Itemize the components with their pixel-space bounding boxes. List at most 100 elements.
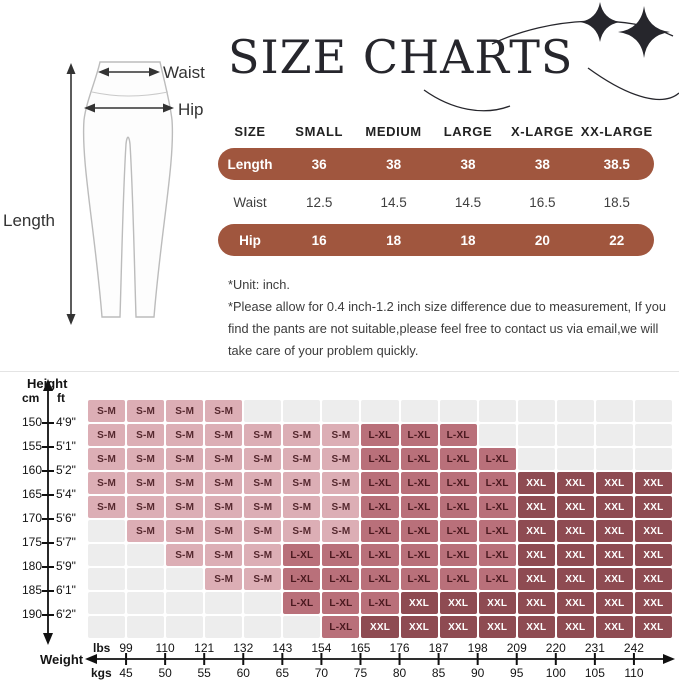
grid-cell-xxl: XXL <box>556 568 594 590</box>
grid-cell-s-m: S-M <box>166 472 204 494</box>
grid-cell-empty <box>283 616 321 638</box>
grid-cell-s-m: S-M <box>322 472 360 494</box>
grid-cell-s-m: S-M <box>88 448 126 470</box>
weight-unit-lbs: lbs <box>93 641 111 655</box>
grid-cell-l-xl: L-XL <box>322 592 360 614</box>
grid-cell-l-xl: L-XL <box>361 424 399 446</box>
grid-cell-empty <box>517 448 555 470</box>
grid-cell-empty <box>556 448 594 470</box>
weight-lbs-label: 110 <box>155 641 175 655</box>
grid-cell-xxl: XXL <box>517 520 555 542</box>
grid-cell-l-xl: L-XL <box>400 544 438 566</box>
height-cm-label: 165 <box>21 487 42 501</box>
height-ft-label: 5'2" <box>56 463 76 477</box>
grid-cell-l-xl: L-XL <box>439 472 477 494</box>
grid-cell-empty <box>88 568 126 590</box>
grid-cell-l-xl: L-XL <box>478 496 516 518</box>
grid-cell-s-m: S-M <box>205 400 243 422</box>
weight-lbs-label: 165 <box>350 641 371 655</box>
grid-cell-s-m: S-M <box>166 544 204 566</box>
weight-lbs-label: 176 <box>389 641 410 655</box>
row-label: Hip <box>239 232 261 248</box>
grid-cell-l-xl: L-XL <box>322 616 360 638</box>
height-cm-label: 185 <box>21 583 42 597</box>
grid-cell-empty <box>556 400 594 422</box>
grid-cell-l-xl: L-XL <box>361 472 399 494</box>
grid-cell-s-m: S-M <box>283 424 321 446</box>
grid-cell-l-xl: L-XL <box>439 448 477 470</box>
grid-cell-xxl: XXL <box>556 520 594 542</box>
grid-cell-s-m: S-M <box>322 424 360 446</box>
grid-cell-xxl: XXL <box>634 496 672 518</box>
weight-lbs-label: 231 <box>584 641 605 655</box>
grid-cell-xxl: XXL <box>634 520 672 542</box>
size-value: 16 <box>311 232 327 248</box>
grid-cell-empty <box>166 616 204 638</box>
grid-cell-xxl: XXL <box>595 520 633 542</box>
weight-axis-title: Weight <box>40 652 84 667</box>
weight-kgs-label: 70 <box>314 666 329 680</box>
size-value: 20 <box>534 232 550 248</box>
height-ft-label: 6'2" <box>56 607 76 621</box>
grid-cell-s-m: S-M <box>166 400 204 422</box>
notes: *Unit: inch. *Please allow for 0.4 inch-… <box>228 274 675 362</box>
grid-cell-s-m: S-M <box>88 400 126 422</box>
grid-cell-s-m: S-M <box>205 520 243 542</box>
row-label: Waist <box>233 194 267 210</box>
grid-cell-s-m: S-M <box>88 424 126 446</box>
chart-axes <box>42 379 675 665</box>
grid-cell-l-xl: L-XL <box>283 568 321 590</box>
grid-cell-s-m: S-M <box>166 520 204 542</box>
grid-cell-l-xl: L-XL <box>361 520 399 542</box>
height-ft-label: 5'7" <box>56 535 76 549</box>
grid-cell-empty <box>244 592 282 614</box>
grid-cell-s-m: S-M <box>322 520 360 542</box>
grid-cell-xxl: XXL <box>595 592 633 614</box>
grid-cell-l-xl: L-XL <box>439 568 477 590</box>
height-axis-arrow-up <box>43 379 53 391</box>
hip-arrow <box>84 103 174 113</box>
top-section: Waist Hip Length SIZE CHARTS SIZE SMALL ME… <box>3 2 679 362</box>
weight-lbs-label: 187 <box>428 641 449 655</box>
section-divider <box>0 371 679 372</box>
height-unit-ft: ft <box>57 391 65 405</box>
size-table-row: Hip 16 18 18 20 22 <box>218 224 654 256</box>
weight-lbs-label: 198 <box>467 641 488 655</box>
grid-cell-xxl: XXL <box>595 496 633 518</box>
weight-kgs-label: 90 <box>470 666 485 680</box>
weight-lbs-label: 99 <box>119 641 133 655</box>
grid-cell-empty <box>361 400 399 422</box>
height-cm-label: 150 <box>21 415 42 429</box>
leggings-outline-icon <box>82 61 174 318</box>
size-table-row: Length 36 38 38 38 38.5 <box>218 148 654 180</box>
grid-cell-empty <box>88 520 126 542</box>
grid-cell-xxl: XXL <box>556 592 594 614</box>
weight-kgs-label: 105 <box>584 666 605 680</box>
grid-cell-xxl: XXL <box>517 496 555 518</box>
weight-lbs-label: 121 <box>194 641 215 655</box>
size-value: 38 <box>386 156 402 172</box>
grid-cell-s-m: S-M <box>322 448 360 470</box>
grid-cell-xxl: XXL <box>361 616 399 638</box>
weight-kgs-label: 100 <box>545 666 566 680</box>
waist-arrow <box>98 67 160 77</box>
grid-cell-l-xl: L-XL <box>400 496 438 518</box>
height-axis-arrow-down <box>43 633 53 645</box>
height-cm-label: 180 <box>21 559 42 573</box>
height-ft-label: 4'9" <box>56 415 76 429</box>
grid-cell-empty <box>205 592 243 614</box>
weight-kgs-label: 50 <box>158 666 172 680</box>
swoosh-right <box>587 67 679 100</box>
waist-label: Waist <box>163 63 205 82</box>
grid-cell-l-xl: L-XL <box>439 424 477 446</box>
grid-cell-empty <box>517 424 555 446</box>
grid-cell-xxl: XXL <box>517 544 555 566</box>
weight-kgs-label: 110 <box>624 666 644 680</box>
grid-cell-xxl: XXL <box>478 592 516 614</box>
length-arrow <box>66 63 76 325</box>
grid-cell-s-m: S-M <box>88 472 126 494</box>
weight-kgs-label: 65 <box>275 666 289 680</box>
height-unit-cm: cm <box>22 391 40 405</box>
grid-cell-l-xl: L-XL <box>478 544 516 566</box>
